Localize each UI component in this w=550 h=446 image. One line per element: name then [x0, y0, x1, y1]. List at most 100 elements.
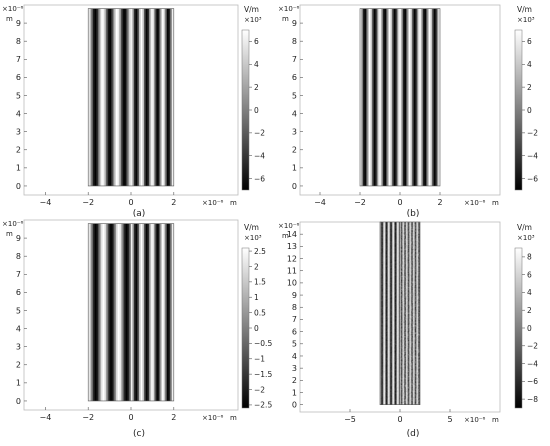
field-stripe	[362, 8, 365, 186]
y-tick-label: 4	[16, 324, 21, 333]
y-unit-label: m	[282, 232, 289, 240]
x-exponent-label: ×10⁻⁶	[202, 199, 223, 207]
field-stripe	[155, 8, 158, 186]
colorbar-tick-label: 0	[254, 106, 259, 115]
field-stripe	[117, 8, 120, 186]
x-exponent-label: ×10⁻⁶	[464, 199, 485, 207]
field-stripe	[122, 223, 125, 401]
x-tick-label: −2	[354, 198, 366, 207]
field-stripe	[143, 8, 147, 186]
panel-c: 0 1 2 3 4 5 6 7 8 9 −4 −2 0 2 ×10⁻⁶ m ×10⁻⁶ m V/m ×10³ 2.5 2 1…	[2, 219, 272, 439]
field-stripe	[107, 223, 110, 401]
field-stripe	[99, 223, 102, 401]
colorbar-tick-label: −0.5	[254, 339, 272, 348]
y-tick-label: 7	[292, 55, 297, 64]
y-tick-label: 4	[292, 352, 297, 361]
field-stripe	[390, 8, 393, 186]
field-stripe	[109, 223, 112, 401]
y-tick-label: 5	[292, 91, 297, 100]
field-stripe	[135, 8, 138, 186]
field-stripe	[115, 8, 119, 186]
y-tick-label: 6	[16, 73, 21, 82]
field-stripe	[135, 223, 138, 401]
field-stripe	[432, 8, 435, 186]
field-stripe	[165, 8, 168, 186]
y-tick-label: 2	[292, 146, 297, 155]
field-stripe	[124, 8, 127, 186]
field-stripe	[132, 223, 135, 401]
field-border	[359, 8, 441, 187]
field-stripe	[165, 223, 168, 401]
field-stripe	[106, 223, 109, 401]
field-stripe	[155, 223, 158, 401]
field-stripe	[120, 223, 123, 401]
field-stripe	[101, 223, 104, 401]
field-stripe	[365, 8, 368, 186]
field-stripe	[171, 8, 174, 186]
colorbar-tick-label: −6	[527, 377, 538, 386]
field-stripe	[111, 223, 114, 401]
field-stripe	[171, 223, 174, 401]
field-stripe	[104, 223, 107, 401]
y-tick-label: 7	[16, 55, 21, 64]
field-stripe	[404, 8, 407, 186]
colorbar-tick-label: 0.5	[254, 308, 266, 317]
field-stripe	[92, 8, 95, 186]
field-stripe	[418, 8, 421, 186]
x-tick-label: −4	[40, 198, 52, 207]
field-stripe	[163, 223, 166, 401]
field-stripe	[384, 8, 387, 186]
field-stripe	[427, 8, 430, 186]
x-tick-label: 0	[397, 198, 402, 207]
y-exponent-label: ×10⁻⁶	[2, 5, 23, 13]
field-stripe	[425, 8, 428, 186]
x-unit-label: m	[492, 416, 499, 424]
colorbar-tick-label: −2	[254, 385, 265, 394]
y-tick-label: 6	[292, 327, 297, 336]
field-stripe	[433, 8, 436, 186]
field-stripe	[140, 8, 143, 186]
colorbar-tick-label: −2.5	[254, 401, 272, 410]
colorbar-unit: V/m	[244, 5, 259, 14]
field-map	[88, 8, 174, 186]
field-stripe	[407, 8, 410, 186]
field-stripe	[398, 8, 401, 186]
x-exponent-label: ×10⁻⁶	[202, 414, 223, 422]
y-exponent-label: ×10⁻⁶	[2, 220, 23, 228]
colorbar-tick-label: −8	[527, 395, 538, 404]
field-stripe	[112, 8, 115, 186]
colorbar-tick-label: 4	[527, 60, 532, 69]
field-stripe	[157, 8, 160, 186]
colorbar-tick-label: 2	[254, 83, 259, 92]
y-tick-label: 1	[292, 388, 297, 397]
colorbar-tick-label: 2	[254, 262, 259, 271]
field-stripe	[157, 223, 160, 401]
y-tick-label: 0	[16, 397, 21, 406]
field-stripe	[438, 8, 440, 186]
field-border	[87, 223, 175, 402]
y-unit-label: m	[282, 15, 289, 23]
field-stripe	[91, 223, 94, 401]
colorbar-tick-label: 2	[527, 83, 532, 92]
field-stripe	[88, 223, 91, 401]
field-stripe	[125, 8, 128, 186]
field-stripe	[143, 223, 147, 401]
field-stripe	[99, 8, 102, 186]
y-tick-label: 9	[16, 234, 21, 243]
x-tick-label: 2	[171, 413, 176, 422]
colorbar	[514, 29, 523, 191]
colorbar-tick-label: 6	[527, 270, 532, 279]
field-stripe	[140, 223, 143, 401]
colorbar-tick-label: 8	[527, 253, 532, 262]
y-tick-label: 2	[16, 361, 21, 370]
colorbar	[241, 29, 250, 191]
y-tick-label: 2	[16, 146, 21, 155]
y-tick-label: 6	[16, 288, 21, 297]
field-stripe	[168, 8, 171, 186]
panel-caption: (d)	[407, 429, 420, 439]
y-tick-label: 1	[292, 164, 297, 173]
field-stripe	[150, 223, 153, 401]
field-stripe	[117, 223, 120, 401]
